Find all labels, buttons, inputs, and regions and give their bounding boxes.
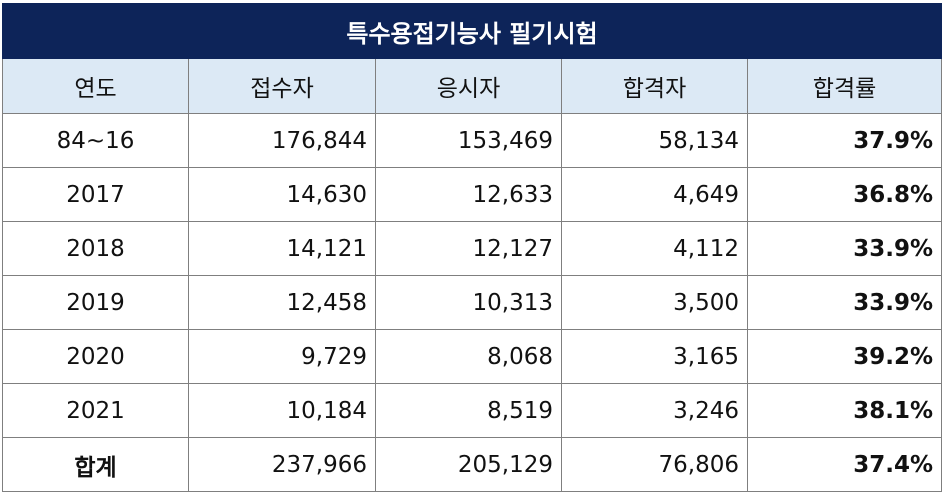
table-title: 특수용접기능사 필기시험 [1, 3, 943, 59]
total-pass-rate: 37.4% [746, 437, 943, 492]
cell-examinees: 10,313 [375, 275, 562, 330]
cell-year: 2021 [2, 383, 189, 438]
cell-year: 2017 [2, 167, 189, 222]
cell-applicants: 10,184 [188, 383, 376, 438]
cell-passers: 3,165 [561, 329, 748, 384]
total-row: 합계 237,966 205,129 76,806 37.4% [2, 437, 943, 492]
cell-examinees: 8,068 [375, 329, 562, 384]
cell-applicants: 12,458 [188, 275, 376, 330]
cell-year: 2018 [2, 221, 189, 276]
cell-year: 2020 [2, 329, 189, 384]
cell-passers: 4,112 [561, 221, 748, 276]
cell-passers: 3,246 [561, 383, 748, 438]
cell-applicants: 14,121 [188, 221, 376, 276]
table-title-row: 특수용접기능사 필기시험 [1, 3, 943, 59]
cell-pass-rate: 33.9% [746, 221, 943, 276]
header-applicants: 접수자 [188, 58, 376, 114]
total-applicants: 237,966 [188, 437, 376, 492]
table-row: 2019 12,458 10,313 3,500 33.9% [2, 275, 943, 330]
cell-examinees: 8,519 [375, 383, 562, 438]
cell-year: 84~16 [2, 113, 189, 168]
cell-applicants: 9,729 [188, 329, 376, 384]
header-examinees: 응시자 [375, 58, 562, 114]
exam-stats-sheet: 특수용접기능사 필기시험 연도 접수자 응시자 합격자 합격률 84~16 17… [1, 3, 943, 492]
total-examinees: 205,129 [375, 437, 562, 492]
cell-applicants: 14,630 [188, 167, 376, 222]
table-row: 84~16 176,844 153,469 58,134 37.9% [2, 113, 943, 168]
cell-passers: 4,649 [561, 167, 748, 222]
exam-stats-table: 특수용접기능사 필기시험 연도 접수자 응시자 합격자 합격률 84~16 17… [1, 3, 943, 492]
cell-examinees: 153,469 [375, 113, 562, 168]
cell-applicants: 176,844 [188, 113, 376, 168]
total-label: 합계 [2, 437, 189, 492]
cell-pass-rate: 39.2% [746, 329, 943, 384]
cell-examinees: 12,127 [375, 221, 562, 276]
header-pass-rate: 합격률 [746, 58, 943, 114]
table-row: 2018 14,121 12,127 4,112 33.9% [2, 221, 943, 276]
table-row: 2021 10,184 8,519 3,246 38.1% [2, 383, 943, 438]
cell-passers: 3,500 [561, 275, 748, 330]
header-passers: 합격자 [561, 58, 748, 114]
table-header-row: 연도 접수자 응시자 합격자 합격률 [2, 58, 943, 114]
header-year: 연도 [2, 58, 189, 114]
total-passers: 76,806 [561, 437, 748, 492]
cell-pass-rate: 38.1% [746, 383, 943, 438]
cell-examinees: 12,633 [375, 167, 562, 222]
cell-year: 2019 [2, 275, 189, 330]
cell-pass-rate: 33.9% [746, 275, 943, 330]
cell-pass-rate: 37.9% [746, 113, 943, 168]
table-row: 2020 9,729 8,068 3,165 39.2% [2, 329, 943, 384]
table-row: 2017 14,630 12,633 4,649 36.8% [2, 167, 943, 222]
cell-passers: 58,134 [561, 113, 748, 168]
cell-pass-rate: 36.8% [746, 167, 943, 222]
